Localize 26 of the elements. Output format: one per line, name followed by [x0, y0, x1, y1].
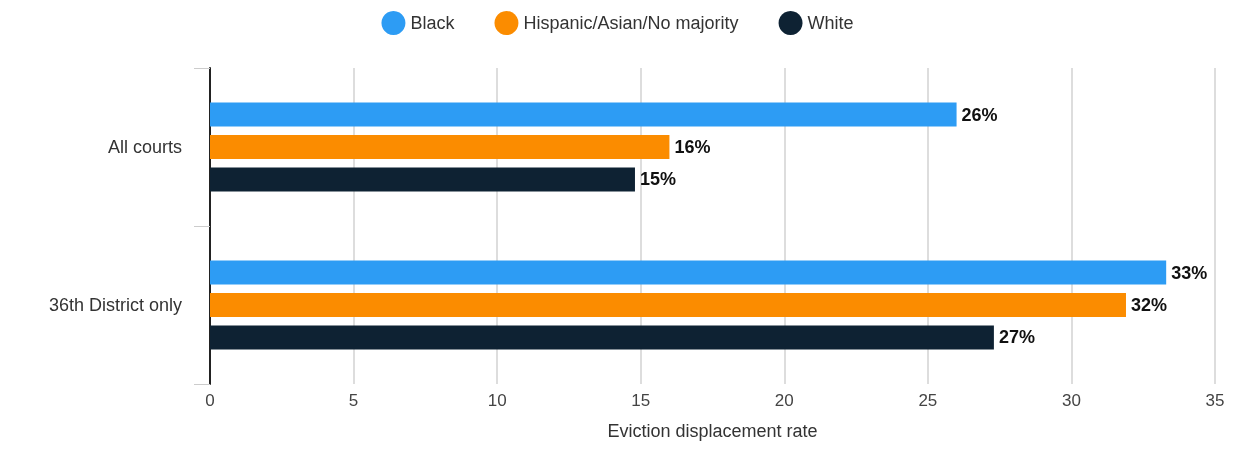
data-label: 33% [1171, 262, 1208, 283]
legend-label: Hispanic/Asian/No majority [523, 13, 739, 33]
x-tick-label: 15 [631, 391, 651, 410]
x-tick-label: 35 [1205, 391, 1225, 410]
data-label: 16% [674, 137, 711, 157]
data-label: 26% [961, 104, 998, 125]
x-axis-title: Eviction displacement rate [607, 421, 818, 441]
legend-label: White [807, 13, 854, 33]
data-label: 32% [1130, 295, 1168, 315]
bar [210, 260, 1167, 285]
data-label: 15% [639, 169, 676, 190]
bar [210, 325, 994, 350]
data-label: 27% [998, 327, 1035, 348]
x-tick-label: 0 [205, 391, 215, 410]
y-tick-label: 36th District only [48, 295, 182, 315]
x-tick-label: 25 [918, 391, 938, 410]
x-tick-label: 5 [348, 391, 359, 410]
bar [210, 135, 670, 159]
x-tick-label: 30 [1061, 391, 1081, 410]
bar [210, 102, 957, 127]
x-tick-label: 20 [774, 391, 794, 410]
bar [210, 167, 635, 192]
x-tick-label: 10 [487, 391, 507, 410]
bar [210, 293, 1126, 317]
legend-label: Black [410, 13, 456, 33]
y-tick-label: All courts [107, 137, 182, 157]
